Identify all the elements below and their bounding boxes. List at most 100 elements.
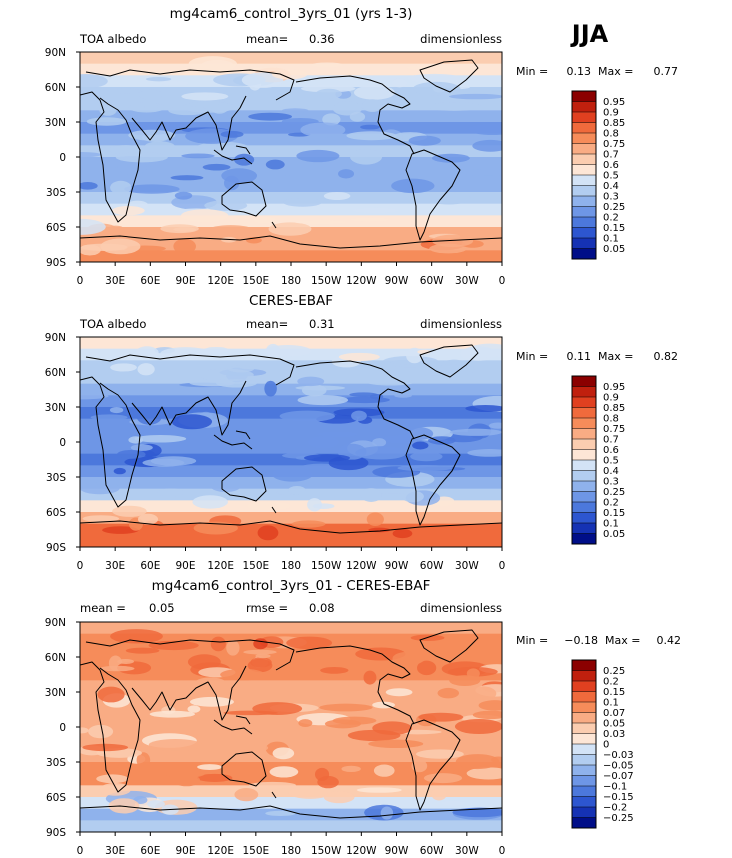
colorbar-label: 0.6 (603, 445, 619, 456)
texture-blob (385, 688, 413, 697)
texture-blob (117, 160, 147, 175)
texture-blob (96, 774, 129, 784)
texture-blob (108, 145, 143, 155)
texture-blob (250, 657, 272, 668)
max-label: Max = (598, 350, 633, 363)
texture-blob (279, 171, 296, 176)
colorbar-swatch (572, 206, 596, 218)
texture-blob (80, 392, 109, 400)
texture-blob (171, 414, 213, 430)
colorbar-label: 0.8 (603, 129, 619, 140)
texture-blob (106, 225, 126, 236)
texture-blob (204, 200, 248, 211)
texture-blob (469, 686, 497, 701)
texture-blob (355, 446, 407, 460)
lon-tick-label: 120E (207, 560, 234, 572)
colorbar-swatch (572, 523, 596, 534)
texture-blob (341, 765, 361, 772)
rmse-label: rmse = (246, 601, 288, 615)
zonal-band (80, 622, 502, 635)
texture-blob (307, 435, 339, 449)
texture-blob (255, 653, 271, 659)
lat-tick-label: 60S (46, 507, 66, 519)
texture-blob (115, 152, 168, 163)
colorbar-label: 0.15 (603, 223, 625, 234)
texture-blob (208, 225, 254, 235)
texture-blob (173, 238, 196, 254)
min-value: 0.13 (567, 65, 592, 78)
texture-blob (136, 408, 162, 425)
colorbar-label: 0.15 (603, 687, 625, 698)
colorbar-label: 0.95 (603, 97, 625, 108)
lon-tick-label: 30E (105, 560, 125, 572)
lon-tick-label: 90W (385, 845, 409, 857)
colorbar-label: −0.15 (603, 792, 634, 803)
texture-blob (194, 677, 227, 689)
texture-blob (391, 178, 435, 194)
texture-blob (114, 88, 141, 94)
lat-tick-label: 30S (46, 757, 66, 769)
texture-blob (283, 198, 322, 207)
colorbar-swatch (572, 196, 596, 207)
texture-blob (192, 495, 228, 509)
lat-tick-label: 30S (46, 472, 66, 484)
texture-blob (448, 93, 502, 100)
colorbar-swatch (572, 248, 596, 260)
texture-blob (248, 781, 297, 789)
lon-tick-label: 150W (311, 845, 342, 857)
texture-blob (234, 788, 259, 802)
texture-blob (99, 783, 132, 796)
colorbar-label: 0.15 (603, 508, 625, 519)
texture-blob (88, 724, 114, 739)
colorbar-swatch (572, 164, 596, 176)
texture-blob (253, 216, 278, 224)
texture-blob (323, 191, 351, 201)
texture-blob (144, 141, 176, 152)
colorbar-swatch (572, 376, 596, 387)
texture-blob (272, 747, 295, 760)
texture-blob (196, 141, 250, 155)
texture-blob (144, 104, 159, 110)
texture-blob (291, 520, 326, 528)
texture-blob (449, 428, 502, 436)
texture-blob (288, 786, 332, 799)
colorbar-label: 0.2 (603, 677, 619, 688)
colorbar-label: 0.7 (603, 435, 619, 446)
texture-blob (168, 105, 208, 116)
min-value: 0.11 (567, 350, 592, 363)
colorbar-swatch (572, 133, 596, 144)
texture-blob (109, 407, 124, 414)
texture-blob (243, 649, 277, 655)
panel-observation: CERES-EBAF TOA albedo mean= 0.31 dimensi… (45, 293, 678, 572)
texture-blob (257, 525, 279, 541)
texture-blob (465, 405, 502, 413)
colorbar: 0.950.90.850.80.750.70.60.50.40.30.250.2… (571, 375, 625, 545)
colorbar-label: 0.2 (603, 498, 619, 509)
mean-value: 0.36 (309, 32, 335, 46)
lon-tick-label: 0 (77, 845, 84, 857)
texture-blob (174, 191, 193, 200)
texture-blob (297, 394, 349, 406)
texture-blob (411, 759, 428, 773)
lon-tick-label: 30W (455, 275, 479, 287)
texture-blob (227, 365, 255, 373)
colorbar-swatch (572, 217, 596, 228)
colorbar-swatch (572, 386, 596, 398)
lon-axis: 0 30E 60E 90E 120E 150E 180 150W 120W 90W 60W 30W 0 (77, 547, 506, 572)
texture-blob (97, 686, 125, 703)
lat-tick-label: 90N (45, 617, 66, 629)
texture-blob (406, 427, 434, 441)
texture-blob (315, 88, 342, 99)
texture-blob (314, 767, 330, 782)
colorbar-label: 0.5 (603, 456, 619, 467)
texture-blob (462, 169, 502, 176)
texture-blob (362, 99, 383, 113)
colorbar-label: 0.1 (603, 698, 619, 709)
texture-blob (81, 243, 128, 251)
colorbar-swatch (572, 765, 596, 776)
texture-blob (188, 56, 238, 72)
lon-tick-label: 0 (499, 560, 506, 572)
colorbar-swatch (572, 512, 596, 524)
lon-tick-label: 150E (242, 845, 269, 857)
